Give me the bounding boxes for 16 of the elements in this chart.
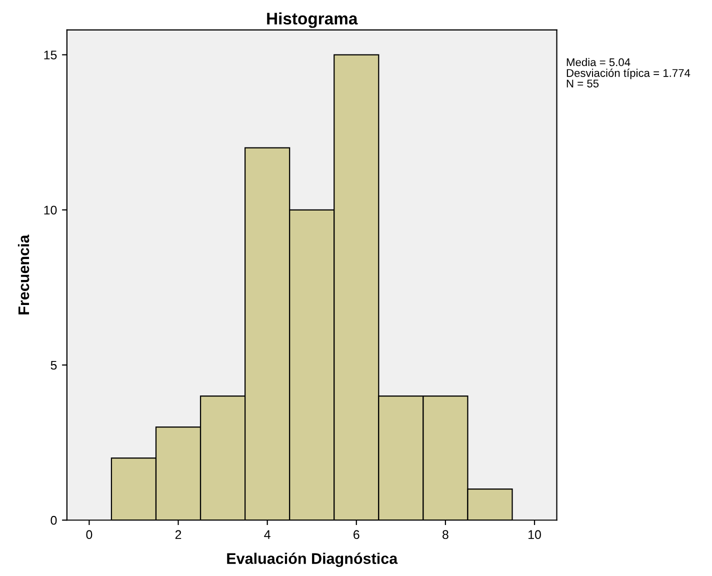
x-tick-label: 8 <box>442 530 448 540</box>
y-axis-title: Frecuencia <box>18 234 30 314</box>
text: N = 55 <box>566 80 599 88</box>
x-tick-label: 6 <box>354 530 360 540</box>
y-tick-label: 0 <box>50 516 57 525</box>
chart-title: Histograma <box>267 12 358 28</box>
text: Desviación típica = 1.774 <box>566 68 690 80</box>
y-tick-label: 5 <box>50 360 57 370</box>
x-tick-label: 2 <box>175 530 182 539</box>
x-tick-label: 0 <box>86 530 92 540</box>
text: Media = 5.04 <box>566 58 630 66</box>
x-axis-title: Evaluación Diagnóstica <box>227 552 398 568</box>
x-tick-label: 4 <box>264 530 270 539</box>
y-tick-label: 15 <box>44 50 57 60</box>
y-tick-label: 10 <box>44 206 57 215</box>
x-tick-label: 10 <box>528 530 541 540</box>
